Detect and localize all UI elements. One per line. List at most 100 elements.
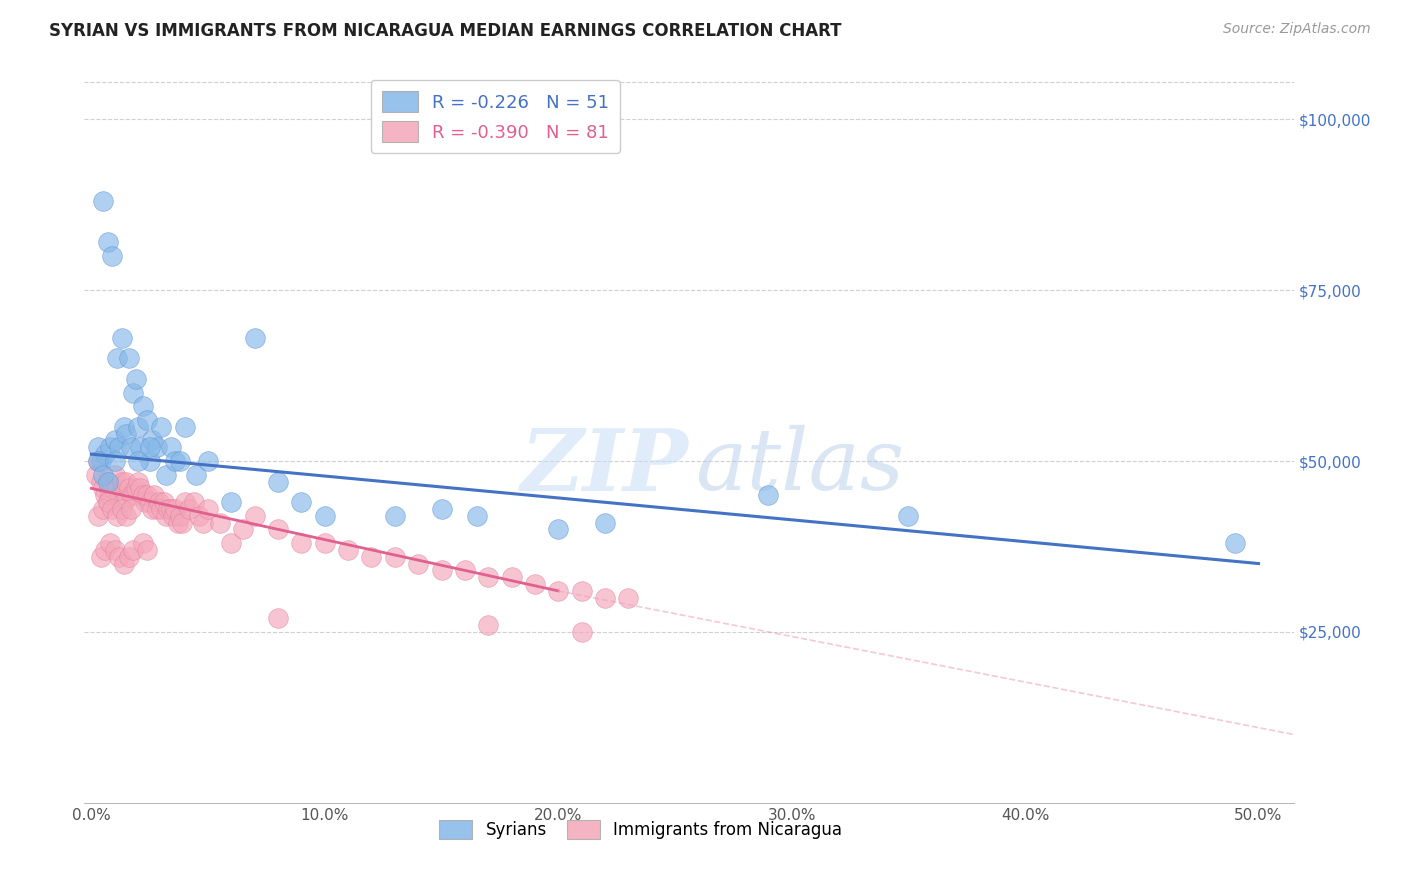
Point [118, 481, 141, 495]
Text: atlas: atlas [695, 425, 904, 508]
Point [127, 420, 149, 434]
Point [193, 516, 215, 530]
Point [145, 440, 167, 454]
Point [122, 385, 145, 400]
Point [179, 501, 201, 516]
Point [290, 536, 312, 550]
Point [141, 434, 163, 448]
Point [132, 488, 155, 502]
Point [173, 495, 195, 509]
Point [183, 495, 205, 509]
Point [97, 475, 120, 489]
Point [136, 413, 159, 427]
Point [169, 454, 191, 468]
Point [115, 475, 138, 489]
Text: Source: ZipAtlas.com: Source: ZipAtlas.com [1223, 22, 1371, 37]
Point [159, 440, 181, 454]
Point [221, 495, 243, 509]
Y-axis label: Median Earnings: Median Earnings [0, 374, 7, 500]
Point [547, 522, 569, 536]
Point [477, 618, 499, 632]
Point [127, 475, 149, 489]
Point [159, 501, 181, 516]
Point [186, 467, 208, 482]
Point [87, 454, 110, 468]
Point [104, 467, 127, 482]
Point [571, 583, 593, 598]
Point [120, 440, 142, 454]
Point [501, 570, 523, 584]
Point [337, 542, 360, 557]
Point [105, 508, 128, 523]
Point [105, 481, 128, 495]
Point [593, 516, 616, 530]
Point [430, 501, 453, 516]
Point [571, 624, 593, 639]
Point [221, 536, 243, 550]
Point [150, 420, 173, 434]
Point [267, 475, 290, 489]
Point [172, 516, 194, 530]
Text: SYRIAN VS IMMIGRANTS FROM NICARAGUA MEDIAN EARNINGS CORRELATION CHART: SYRIAN VS IMMIGRANTS FROM NICARAGUA MEDI… [49, 22, 842, 40]
Point [87, 454, 110, 468]
Point [98, 536, 121, 550]
Point [523, 577, 546, 591]
Point [165, 454, 187, 468]
Point [87, 508, 110, 523]
Point [98, 440, 121, 454]
Point [132, 400, 155, 414]
Point [155, 467, 177, 482]
Point [104, 434, 127, 448]
Point [267, 522, 290, 536]
Point [756, 488, 779, 502]
Point [208, 516, 231, 530]
Point [118, 549, 141, 564]
Point [150, 501, 173, 516]
Point [108, 440, 131, 454]
Point [97, 235, 120, 250]
Point [477, 570, 499, 584]
Point [91, 501, 114, 516]
Point [101, 481, 124, 495]
Point [90, 475, 112, 489]
Point [141, 501, 163, 516]
Point [111, 331, 134, 345]
Point [454, 563, 477, 577]
Point [897, 508, 920, 523]
Point [138, 495, 160, 509]
Point [145, 501, 167, 516]
Point [136, 488, 159, 502]
Point [111, 475, 134, 489]
Point [125, 372, 148, 386]
Point [1223, 536, 1246, 550]
Point [94, 542, 117, 557]
Point [169, 508, 191, 523]
Legend: Syrians, Immigrants from Nicaragua: Syrians, Immigrants from Nicaragua [432, 814, 849, 846]
Point [112, 420, 135, 434]
Point [148, 495, 170, 509]
Point [138, 454, 160, 468]
Point [94, 488, 117, 502]
Point [115, 508, 138, 523]
Point [127, 454, 149, 468]
Point [314, 508, 336, 523]
Point [132, 536, 155, 550]
Point [91, 481, 114, 495]
Point [87, 440, 110, 454]
Point [125, 481, 148, 495]
Point [104, 454, 127, 468]
Point [98, 488, 121, 502]
Point [136, 542, 159, 557]
Point [465, 508, 488, 523]
Point [101, 249, 124, 263]
Point [593, 591, 616, 605]
Point [197, 501, 219, 516]
Point [155, 508, 177, 523]
Point [105, 351, 128, 366]
Point [384, 549, 406, 564]
Point [84, 467, 107, 482]
Point [360, 549, 382, 564]
Text: ZIP: ZIP [522, 425, 689, 508]
Point [197, 454, 219, 468]
Point [120, 488, 142, 502]
